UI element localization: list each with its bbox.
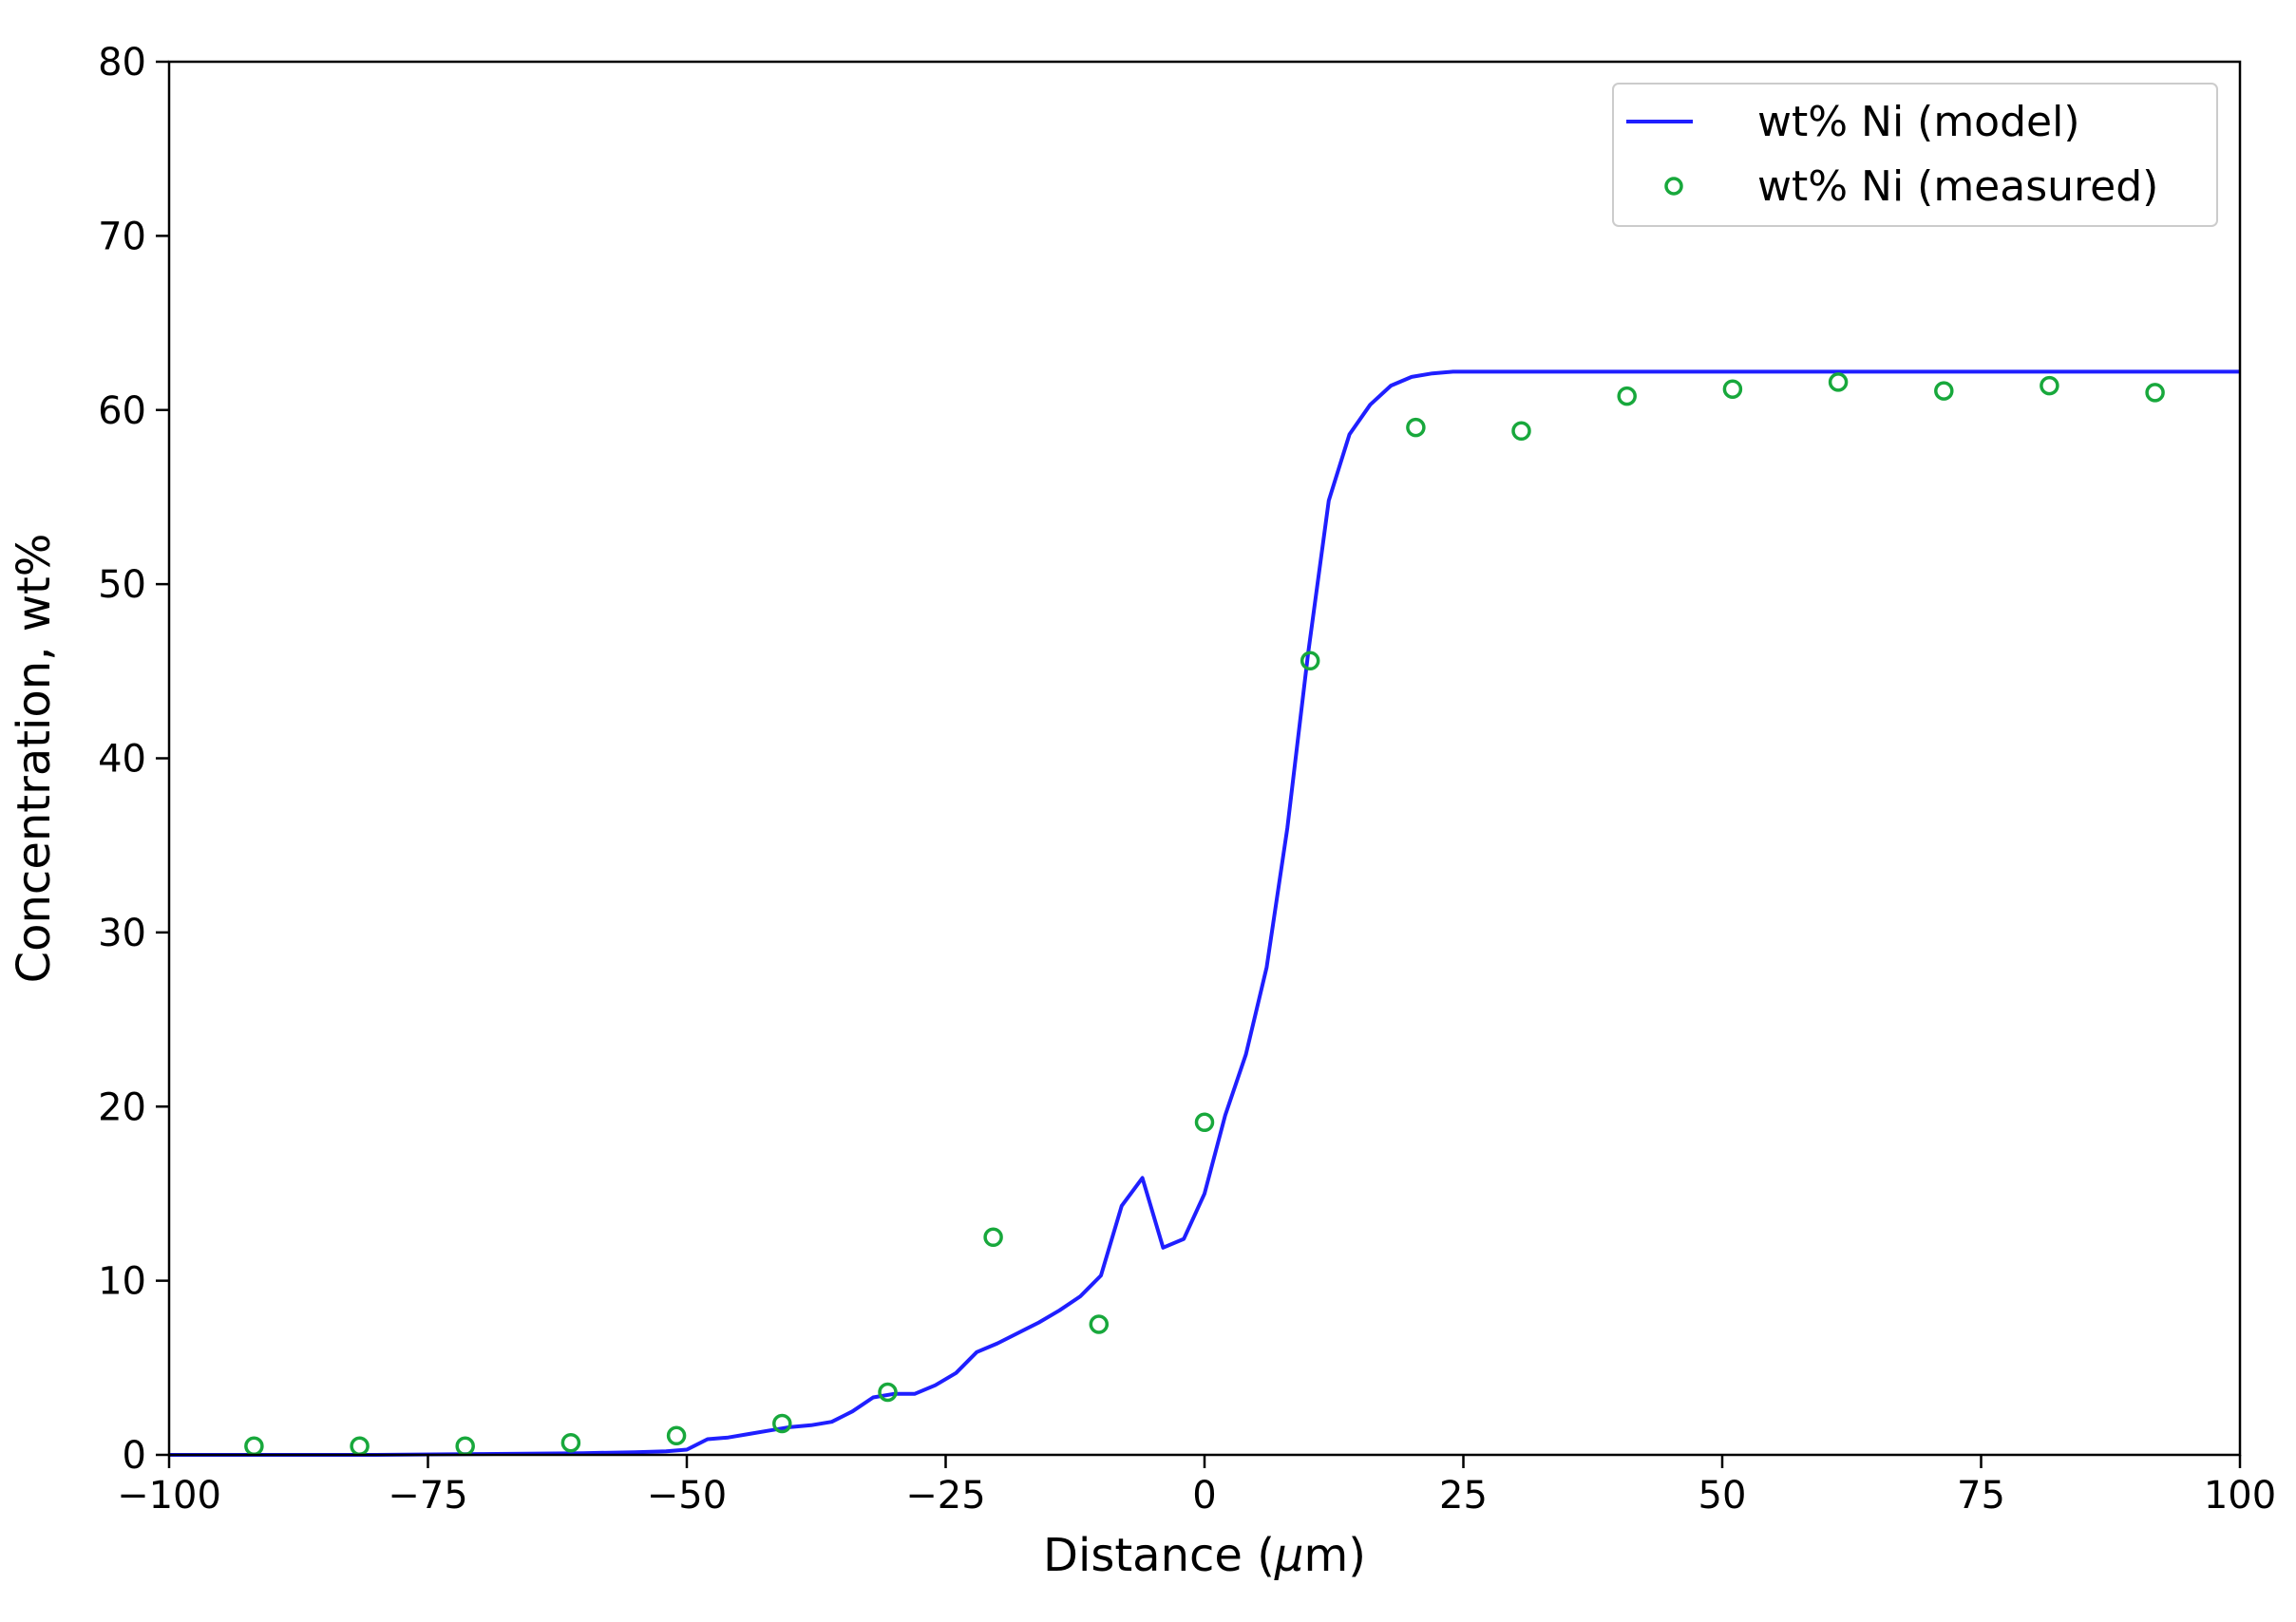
- measured-point: [560, 1432, 581, 1453]
- measured-point: [666, 1425, 687, 1446]
- y-tick-label: 20: [98, 1085, 146, 1129]
- measured-point: [2040, 375, 2059, 396]
- y-tick-label: 30: [98, 912, 146, 955]
- x-axis-label-mu: μ: [1274, 1529, 1304, 1582]
- x-tick-label: 100: [2204, 1474, 2276, 1518]
- legend-box: [1612, 83, 2218, 227]
- y-tick-label: 60: [98, 389, 146, 433]
- x-axis-label-prefix: Distance (: [1043, 1529, 1275, 1582]
- ticks-layer: −100 −75 −50 −25 0 25 50 75 100 0 10 20 30 40 50 60 70 80: [98, 41, 2276, 1518]
- measured-point: [1617, 386, 1637, 406]
- x-tick-label: 25: [1439, 1474, 1488, 1518]
- measured-point: [878, 1382, 898, 1403]
- y-tick-label: 10: [98, 1260, 146, 1304]
- model-line: [169, 369, 2240, 1457]
- measured-point: [983, 1227, 1003, 1248]
- y-tick-label: 50: [98, 563, 146, 607]
- measured-point: [1828, 372, 1849, 392]
- x-tick-label: 50: [1698, 1474, 1747, 1518]
- measured-point: [772, 1413, 792, 1434]
- legend-model-label: wt% Ni (model): [1757, 98, 2080, 146]
- x-tick-label: 75: [1957, 1474, 2005, 1518]
- y-tick-label: 0: [123, 1434, 146, 1478]
- legend-measured-label: wt% Ni (measured): [1757, 162, 2158, 211]
- series-layer: [169, 369, 2240, 1457]
- x-tick-label: −25: [905, 1474, 985, 1518]
- y-axis-label: Concentration, wt%: [8, 534, 61, 984]
- x-tick-label: −75: [388, 1474, 467, 1518]
- x-tick-label: −100: [117, 1474, 221, 1518]
- measured-point: [2145, 383, 2165, 403]
- measured-point: [455, 1436, 475, 1457]
- y-tick-label: 80: [98, 41, 146, 85]
- measured-point: [350, 1436, 370, 1457]
- legend: wt% Ni (model) wt% Ni (measured): [1612, 83, 2218, 227]
- measured-point: [1194, 1112, 1215, 1133]
- measured-point: [1722, 379, 1743, 399]
- x-axis-label-suffix: m): [1303, 1529, 1365, 1582]
- measured-point: [1934, 381, 1954, 401]
- measured-point: [244, 1436, 264, 1457]
- y-tick-label: 40: [98, 738, 146, 782]
- measured-point: [1511, 421, 1531, 442]
- measured-point: [1300, 651, 1320, 671]
- measured-point: [1089, 1314, 1110, 1334]
- measured-point: [1406, 417, 1426, 438]
- axes-frame: [167, 60, 2242, 1457]
- y-tick-label: 70: [98, 215, 146, 258]
- legend-measured-swatch: [1664, 177, 1683, 196]
- x-axis-label: Distance (μm): [1043, 1529, 1366, 1582]
- x-tick-label: 0: [1192, 1474, 1216, 1518]
- x-tick-label: −50: [647, 1474, 727, 1518]
